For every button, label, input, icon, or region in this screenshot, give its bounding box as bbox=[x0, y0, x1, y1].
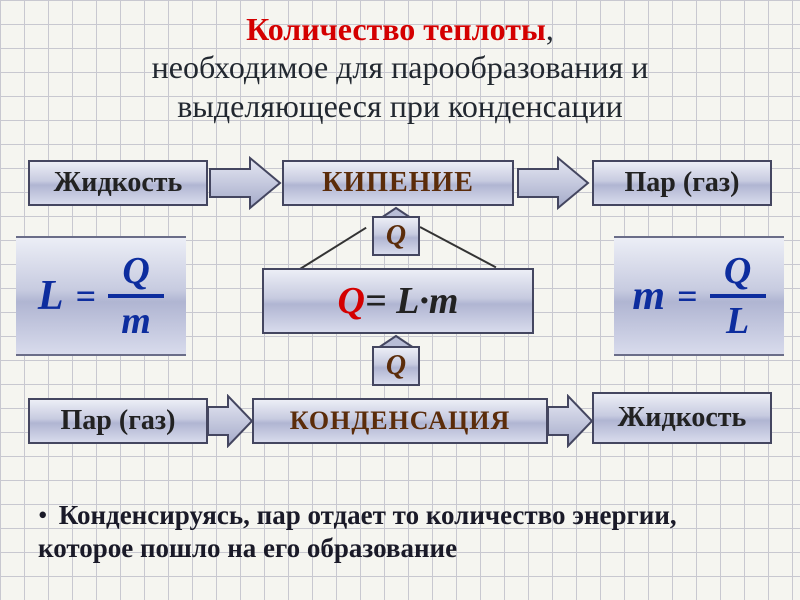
arrow-right-icon bbox=[208, 156, 282, 210]
box-boiling: КИПЕНИЕ bbox=[282, 160, 514, 206]
q-badge-bottom: Q bbox=[372, 346, 420, 386]
formula-center: Q = L·m bbox=[262, 268, 534, 334]
box-liquid-top: Жидкость bbox=[28, 160, 208, 206]
box-liquid-bottom: Жидкость bbox=[592, 392, 772, 444]
q-badge-top: Q bbox=[372, 216, 420, 256]
box-condensation: КОНДЕНСАЦИЯ bbox=[252, 398, 548, 444]
fraction-bar bbox=[108, 294, 164, 298]
title-line1: необходимое для парообразования и bbox=[152, 49, 649, 85]
slide-title: Количество теплоты, необходимое для паро… bbox=[0, 0, 800, 125]
title-red: Количество теплоты bbox=[246, 11, 546, 47]
fraction-bar bbox=[710, 294, 766, 298]
arrow-right-icon bbox=[516, 156, 590, 210]
box-vapor-top: Пар (газ) bbox=[592, 160, 772, 206]
arrow-right-icon bbox=[546, 394, 594, 448]
title-line2: выделяющееся при конденсации bbox=[177, 88, 623, 124]
connector-line bbox=[299, 227, 366, 270]
connector-line bbox=[420, 226, 497, 268]
formula-m: m = Q L bbox=[614, 236, 784, 356]
box-vapor-bottom: Пар (газ) bbox=[28, 398, 208, 444]
footer-text: • Конденсируясь, пар отдает то количеств… bbox=[38, 499, 770, 567]
formula-L: L = Q m bbox=[16, 236, 186, 356]
arrow-right-icon bbox=[206, 394, 254, 448]
